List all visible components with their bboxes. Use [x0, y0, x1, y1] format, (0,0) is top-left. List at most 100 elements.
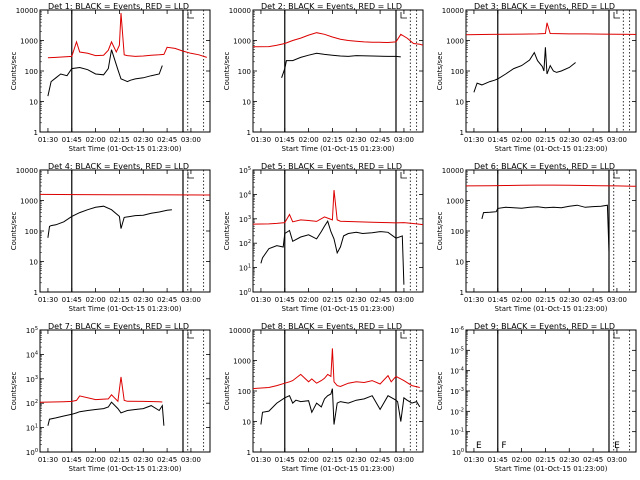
- y-tick-label: 1000: [20, 38, 38, 46]
- y-tick-label: 10: [29, 259, 38, 267]
- y-tick-label: 10-5: [450, 346, 464, 355]
- y-tick-label: 1: [460, 289, 464, 297]
- y-tick-label: 10: [242, 99, 251, 107]
- x-axis-title: Start Time (01-Oct-15 01:23:00): [69, 145, 182, 153]
- y-tick-label: 1000: [233, 358, 251, 366]
- panel-title: Det 7: BLACK = Events, RED = LLD: [48, 322, 189, 331]
- y-axis-title: Counts/sec: [223, 372, 231, 411]
- y-tick-label: 100: [239, 288, 251, 297]
- x-tick-label: 01:30: [38, 136, 58, 144]
- y-axis-title: Counts/sec: [223, 52, 231, 91]
- x-tick-label: 01:30: [464, 456, 484, 464]
- x-tick-label: 02:45: [370, 296, 390, 304]
- y-tick-label: 10: [242, 419, 251, 427]
- x-tick-label: 01:30: [251, 136, 271, 144]
- x-axis-title: Start Time (01-Oct-15 01:23:00): [495, 305, 608, 313]
- plot-frame: [39, 9, 211, 133]
- y-tick-label: 102: [26, 399, 38, 408]
- x-tick-label: 02:30: [346, 296, 366, 304]
- x-tick-label: 02:00: [86, 456, 106, 464]
- x-tick-label: 02:30: [346, 456, 366, 464]
- y-tick-label: 10000: [229, 7, 251, 15]
- y-tick-label: 1: [460, 129, 464, 137]
- plot-frame: [465, 169, 637, 293]
- y-tick-label: 10-2: [450, 407, 464, 416]
- panel-det-2: Det 2: BLACK = Events, RED = LLD 1 10 100 10…: [223, 2, 424, 153]
- x-tick-label: 02:15: [535, 296, 555, 304]
- series-events: [281, 52, 401, 78]
- x-tick-label: 03:00: [181, 456, 201, 464]
- x-axis-title: Start Time (01-Oct-15 01:23:00): [495, 465, 608, 473]
- bracket-mark: [187, 172, 194, 179]
- plot-frame: [39, 329, 211, 453]
- series-events: [481, 204, 610, 253]
- series-lld: [47, 12, 207, 59]
- y-tick-label: 1000: [233, 38, 251, 46]
- y-tick-label: 1: [247, 129, 251, 137]
- series-events: [260, 220, 405, 285]
- panel-title: Det 5: BLACK = Events, RED = LLD: [261, 162, 402, 171]
- y-tick-label: 1: [34, 289, 38, 297]
- x-tick-label: 02:00: [299, 296, 319, 304]
- annotation-label: E: [614, 441, 620, 451]
- annotation-label: E: [476, 441, 482, 451]
- x-tick-label: 03:00: [394, 296, 414, 304]
- x-tick-label: 02:45: [370, 136, 390, 144]
- bracket-mark: [187, 12, 194, 19]
- x-tick-label: 01:45: [62, 296, 82, 304]
- panel-det-1: Det 1: BLACK = Events, RED = LLD 1 10 100 10…: [10, 2, 211, 153]
- bracket-mark: [400, 12, 407, 19]
- x-tick-label: 02:15: [109, 136, 129, 144]
- panel-title: Det 6: BLACK = Events, RED = LLD: [474, 162, 615, 171]
- x-tick-label: 02:15: [535, 136, 555, 144]
- bracket-mark: [400, 172, 407, 179]
- x-tick-label: 02:30: [133, 136, 153, 144]
- y-tick-label: 1000: [20, 198, 38, 206]
- x-tick-label: 01:45: [62, 136, 82, 144]
- x-tick-label: 02:15: [535, 456, 555, 464]
- y-tick-label: 100: [25, 68, 38, 76]
- y-tick-label: 100: [452, 448, 464, 457]
- bracket-mark: [613, 12, 620, 19]
- x-tick-label: 02:00: [512, 296, 532, 304]
- series-events: [47, 401, 165, 426]
- x-tick-label: 02:45: [583, 456, 603, 464]
- x-tick-label: 03:00: [607, 136, 627, 144]
- y-axis-title: Counts/sec: [10, 52, 18, 91]
- y-tick-label: 101: [26, 424, 38, 433]
- x-axis-title: Start Time (01-Oct-15 01:23:00): [495, 145, 608, 153]
- x-tick-label: 02:15: [109, 456, 129, 464]
- x-tick-label: 01:30: [251, 456, 271, 464]
- panel-det-9: Det 9: BLACK = Events, RED = LLD 100 10-1 1…: [436, 322, 637, 473]
- series-events: [47, 205, 172, 238]
- y-axis-title: Counts/sec: [436, 52, 444, 91]
- x-tick-label: 01:45: [62, 456, 82, 464]
- x-tick-label: 02:30: [559, 456, 579, 464]
- panel-title: Det 9: BLACK = Events, RED = LLD: [474, 322, 615, 331]
- plot-frame: [252, 9, 424, 133]
- y-tick-label: 100: [238, 68, 251, 76]
- x-tick-label: 03:00: [394, 456, 414, 464]
- series-lld: [465, 22, 637, 36]
- y-tick-label: 100: [26, 448, 38, 457]
- panel-title: Det 2: BLACK = Events, RED = LLD: [261, 2, 402, 11]
- panel-title: Det 8: BLACK = Events, RED = LLD: [261, 322, 402, 331]
- x-tick-label: 01:45: [488, 136, 508, 144]
- x-axis-title: Start Time (01-Oct-15 01:23:00): [282, 145, 395, 153]
- y-tick-label: 10-6: [450, 326, 464, 335]
- plot-frame: [465, 9, 637, 133]
- x-tick-label: 02:00: [512, 136, 532, 144]
- y-tick-label: 10000: [442, 7, 464, 15]
- series-lld: [39, 376, 163, 403]
- series-events: [47, 49, 163, 97]
- x-tick-label: 03:00: [181, 136, 201, 144]
- y-tick-label: 10000: [229, 327, 251, 335]
- x-tick-label: 02:30: [346, 136, 366, 144]
- y-axis-title: Counts/sec: [10, 372, 18, 411]
- series-lld: [39, 193, 210, 196]
- y-tick-label: 1: [34, 129, 38, 137]
- x-tick-label: 03:00: [607, 456, 627, 464]
- panel-det-3: Det 3: BLACK = Events, RED = LLD 1 10 100 10…: [436, 2, 637, 153]
- panel-det-8: Det 8: BLACK = Events, RED = LLD 1 10 100 10…: [223, 322, 424, 473]
- panel-title: Det 1: BLACK = Events, RED = LLD: [48, 2, 189, 11]
